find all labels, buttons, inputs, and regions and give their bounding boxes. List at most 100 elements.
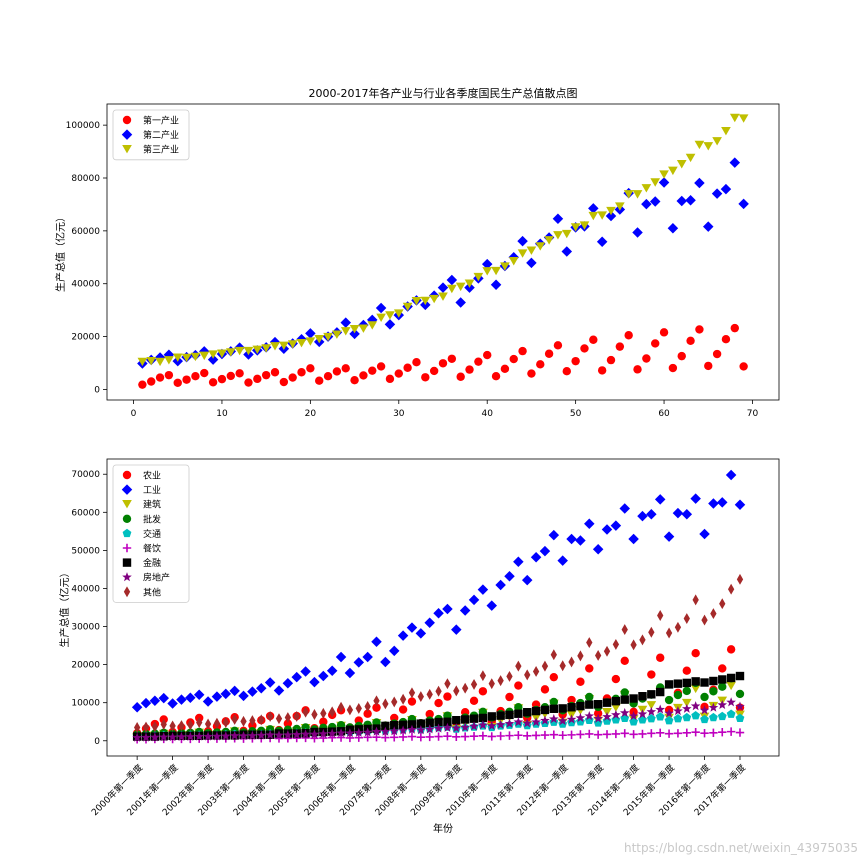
data-point — [708, 702, 719, 712]
data-point — [380, 726, 391, 736]
data-point — [150, 732, 160, 742]
data-point — [256, 730, 267, 740]
data-point — [380, 656, 391, 668]
data-point — [620, 729, 629, 738]
data-point — [544, 236, 554, 245]
data-point — [674, 621, 682, 633]
data-point — [155, 373, 165, 382]
data-point — [576, 677, 585, 686]
data-point — [526, 257, 537, 269]
data-point — [340, 317, 351, 328]
data-point — [589, 335, 598, 344]
y-tick-label: 30000 — [71, 623, 100, 633]
data-point — [202, 696, 214, 707]
data-point — [204, 718, 212, 730]
data-point — [735, 728, 745, 737]
data-point — [549, 717, 559, 726]
data-point — [637, 510, 648, 522]
data-point — [522, 718, 533, 728]
x-tick-label: 40 — [481, 409, 493, 419]
data-point — [315, 376, 324, 385]
data-point — [407, 720, 417, 729]
plot-frame — [106, 103, 780, 401]
data-point — [279, 377, 289, 387]
data-point — [336, 728, 346, 738]
data-point — [390, 733, 399, 742]
data-point — [505, 731, 514, 740]
data-point — [340, 327, 351, 336]
data-point — [514, 703, 523, 712]
data-point — [699, 528, 710, 540]
x-tick-label: 30 — [393, 409, 405, 419]
data-point — [611, 729, 621, 739]
data-point — [615, 202, 625, 211]
data-point — [182, 375, 191, 384]
data-point — [486, 600, 498, 611]
data-point — [657, 610, 664, 621]
data-point — [261, 344, 271, 353]
data-point — [359, 371, 368, 380]
data-point — [690, 701, 701, 711]
data-point — [332, 367, 342, 376]
data-point — [726, 681, 736, 691]
data-points — [137, 113, 749, 389]
data-point — [566, 533, 577, 545]
data-point — [297, 368, 306, 377]
data-point — [137, 357, 148, 367]
data-point — [536, 360, 545, 369]
data-point — [462, 682, 469, 694]
data-point — [443, 692, 452, 701]
data-point — [541, 660, 549, 672]
data-point — [557, 715, 568, 726]
legend-label: 金融 — [143, 557, 161, 569]
legend-label: 第一产业 — [143, 115, 179, 127]
watermark: https://blog.csdn.net/weixin_43975035 — [624, 841, 858, 855]
data-point — [682, 678, 691, 688]
data-point — [160, 718, 167, 730]
data-point — [717, 711, 727, 721]
data-point — [376, 362, 386, 371]
data-point — [265, 730, 275, 740]
data-point — [682, 686, 691, 696]
data-point — [721, 335, 731, 344]
data-point — [663, 531, 675, 542]
data-point — [194, 731, 204, 741]
data-point — [561, 246, 573, 257]
data-point — [243, 346, 254, 356]
data-point — [703, 142, 714, 151]
data-point — [225, 348, 236, 357]
x-axis-label: 年份 — [433, 822, 453, 835]
data-point — [478, 713, 488, 723]
data-point — [185, 692, 196, 703]
data-point — [513, 556, 524, 568]
data-point — [407, 697, 417, 706]
data-point — [597, 211, 607, 220]
data-point — [393, 309, 404, 318]
legend-box — [112, 464, 190, 603]
data-point — [647, 690, 656, 699]
data-point — [495, 579, 506, 591]
data-point — [531, 731, 541, 740]
data-point — [504, 571, 515, 582]
data-point — [629, 694, 638, 703]
data-point — [200, 368, 209, 378]
data-point — [620, 656, 629, 666]
data-point — [397, 630, 409, 641]
data-point — [606, 206, 616, 216]
data-point — [469, 732, 479, 741]
data-point — [217, 374, 227, 384]
data-point — [568, 656, 575, 668]
data-point — [482, 267, 493, 276]
data-point — [535, 242, 546, 251]
data-point — [264, 677, 276, 688]
data-point — [452, 732, 461, 741]
y-axis-label: 生产总值（亿元） — [58, 568, 71, 648]
data-point — [203, 731, 213, 741]
data-point — [252, 345, 263, 354]
data-point — [291, 671, 302, 683]
data-point — [500, 262, 510, 271]
data-point — [211, 691, 223, 702]
data-point — [655, 704, 665, 714]
data-point — [593, 713, 603, 723]
data-point — [420, 296, 431, 306]
